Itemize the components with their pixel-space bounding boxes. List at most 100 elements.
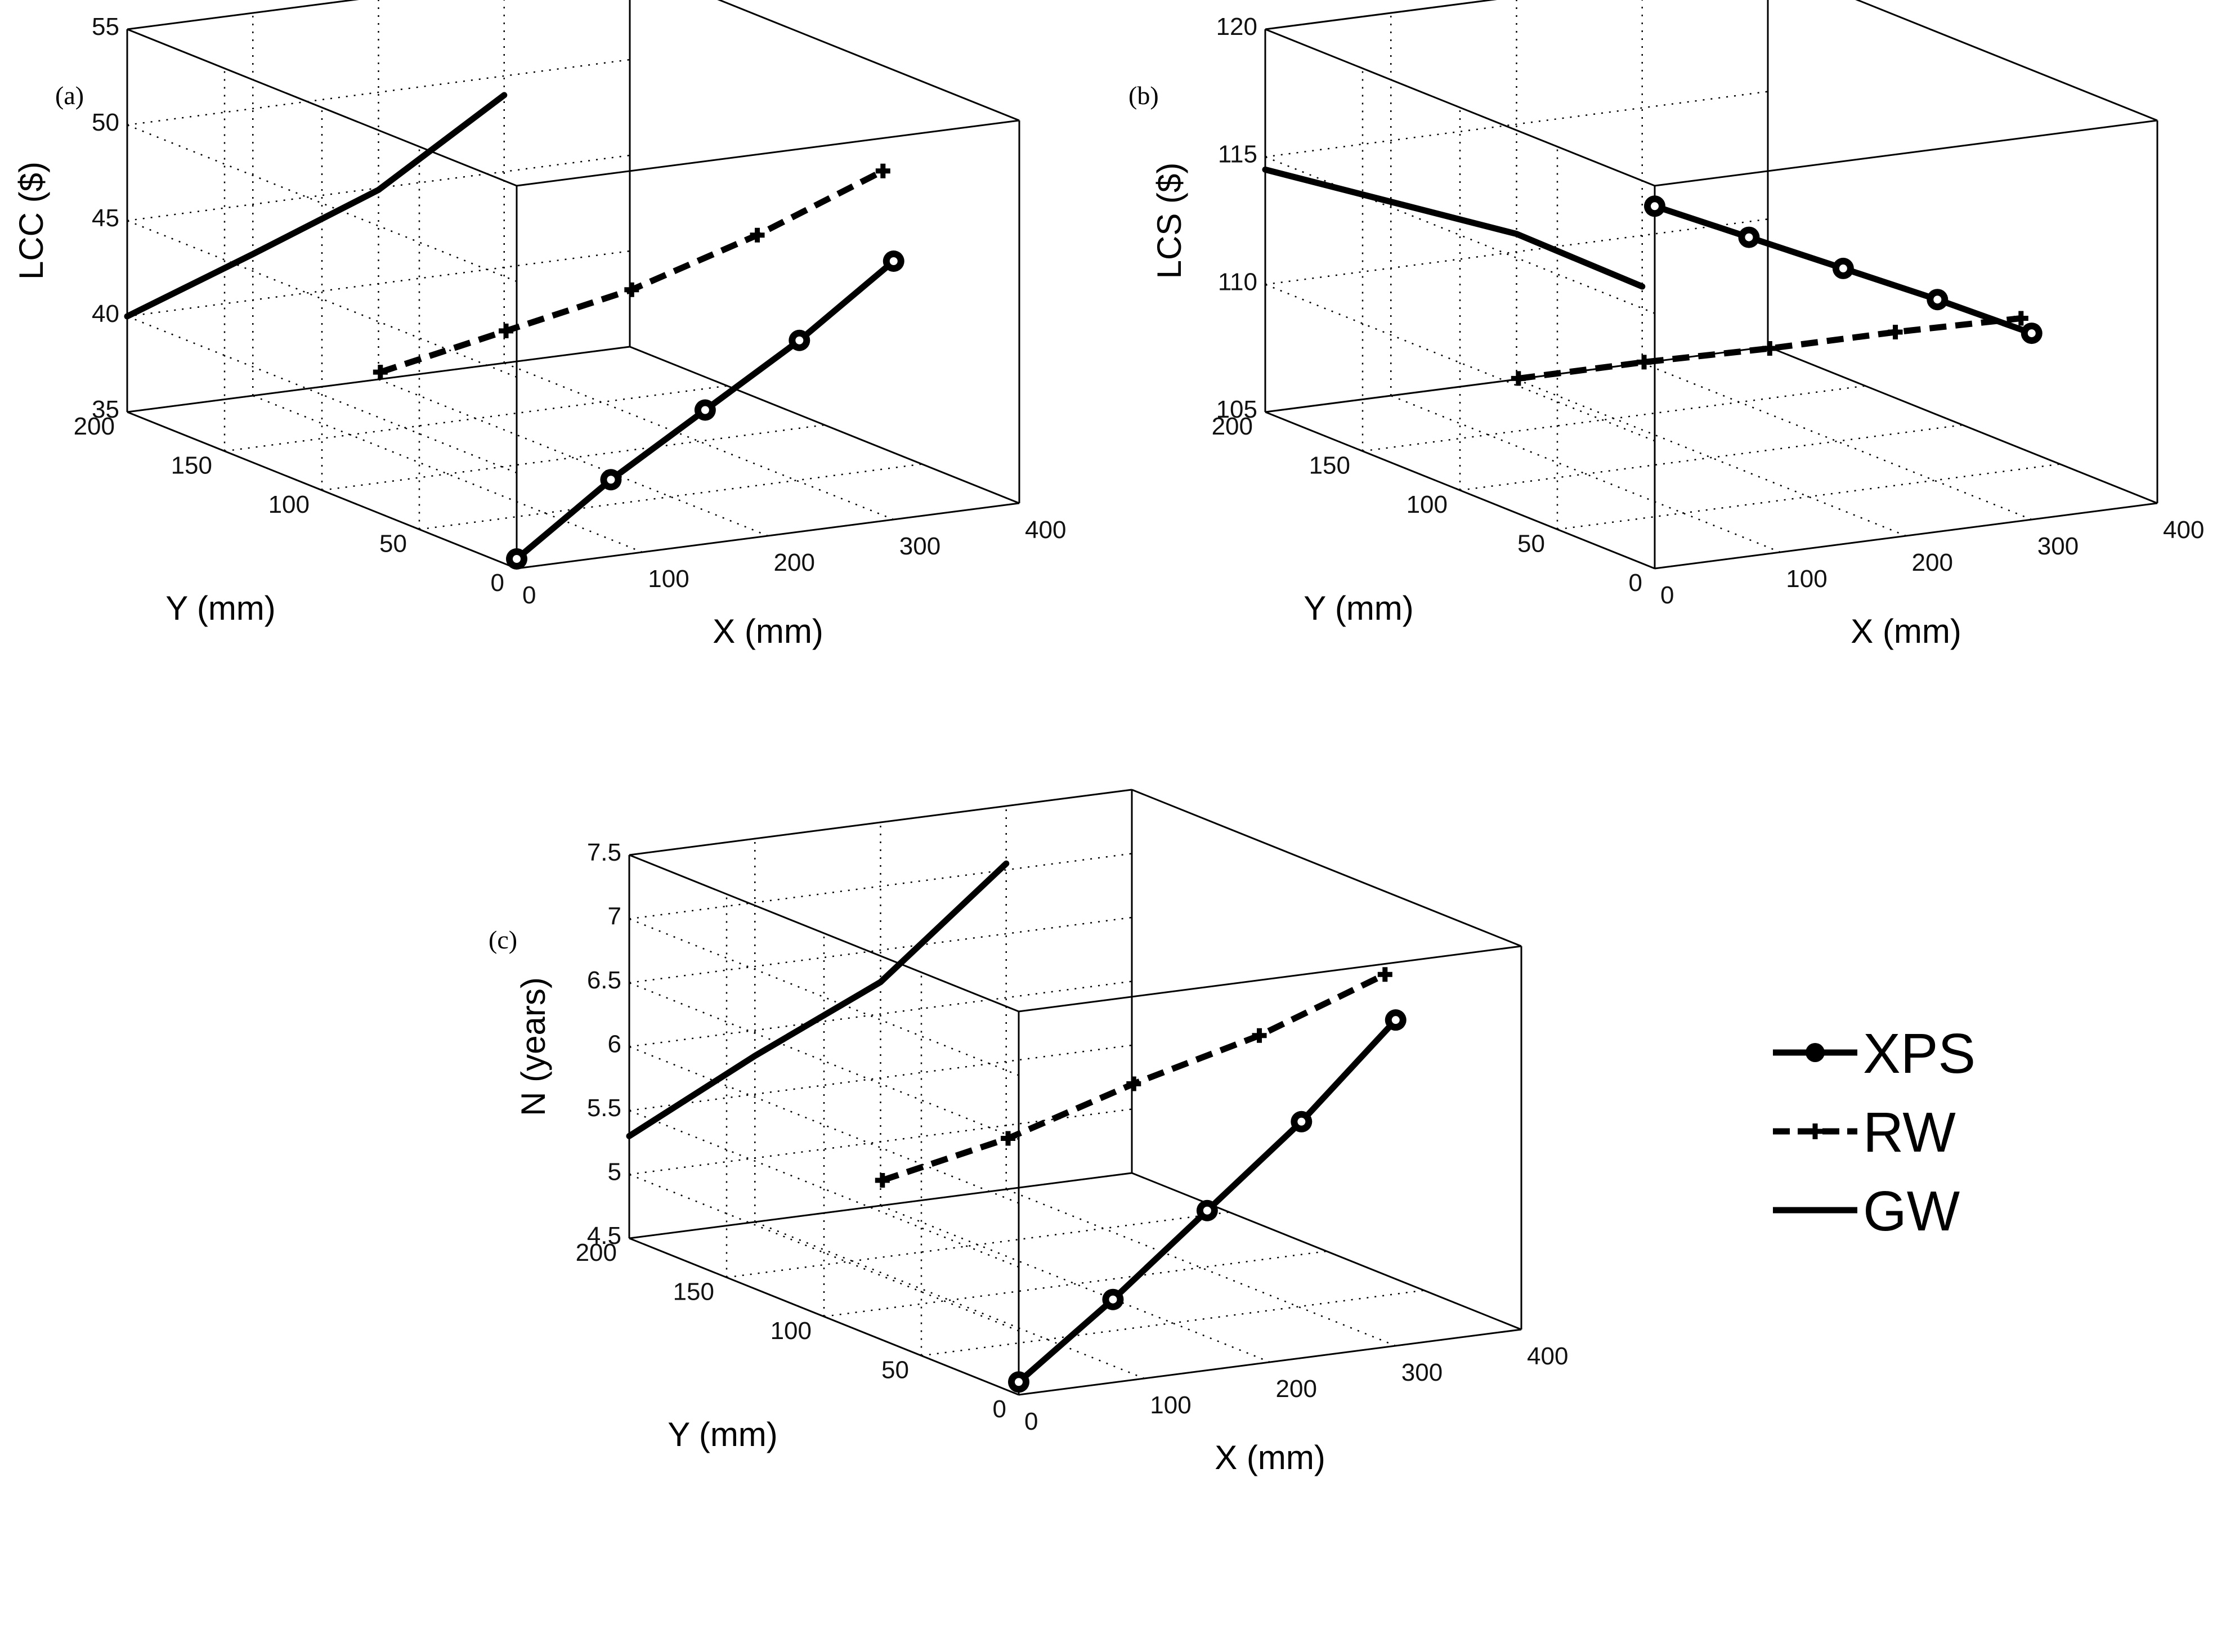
z-tick-label: 40 xyxy=(92,300,119,328)
rw-point xyxy=(1762,341,1777,356)
grid-z-backwall xyxy=(629,1108,1132,1175)
series-gw-line xyxy=(626,860,1010,1139)
box-edge xyxy=(629,346,1020,504)
y-tick-label: 50 xyxy=(379,530,407,558)
z-tick-label: 45 xyxy=(92,204,119,232)
z-tick-label: 6 xyxy=(608,1031,621,1058)
xps-point-center xyxy=(1745,233,1753,241)
x-tick-label: 0 xyxy=(1660,581,1674,609)
series-rw-line xyxy=(1518,315,2022,382)
x-tick-label: 200 xyxy=(1276,1375,1317,1403)
z-tick-label: 7.5 xyxy=(587,839,621,866)
x-tick-label: 100 xyxy=(648,565,689,593)
box-edge xyxy=(127,0,359,30)
z-tick-label: 115 xyxy=(1218,141,1257,168)
grid-y-floor xyxy=(321,424,825,491)
z-tick-label: 35 xyxy=(92,396,119,423)
z-tick-label: 5.5 xyxy=(587,1094,621,1122)
panel-label: (c) xyxy=(489,925,517,954)
y-tick-label: 100 xyxy=(771,1317,812,1345)
z-tick-label: 55 xyxy=(92,13,119,41)
z-tick-label: 110 xyxy=(1218,268,1257,296)
y-tick-label: 100 xyxy=(268,491,310,518)
y-tick-label: 100 xyxy=(1407,491,1448,518)
xps-point-center xyxy=(1109,1295,1117,1304)
rw-point xyxy=(2013,311,2028,326)
legend-item-xps: XPS xyxy=(1773,1022,1976,1085)
grid-z-backwall xyxy=(1265,218,1768,285)
xps-point-center xyxy=(2027,329,2036,338)
grid-z-backwall xyxy=(127,0,359,30)
rw-point xyxy=(499,323,514,338)
legend-xps-label: XPS xyxy=(1863,1022,1976,1085)
grid-z-sidewall xyxy=(629,1046,1019,1204)
rw-point xyxy=(1252,1028,1267,1043)
z-axis-label: LCC ($) xyxy=(12,162,50,280)
box-edge xyxy=(516,502,1020,570)
grid-y-floor xyxy=(1362,385,1866,452)
y-tick-label: 0 xyxy=(491,569,504,597)
z-tick-label: 7 xyxy=(608,903,621,930)
grid-y-floor xyxy=(921,1290,1425,1356)
legend-rw-marker xyxy=(1807,1123,1823,1139)
x-tick-label: 0 xyxy=(1024,1408,1038,1435)
x-tick-label: 300 xyxy=(899,532,940,560)
grid-z-backwall xyxy=(629,1044,1132,1112)
x-tick-label: 100 xyxy=(1786,565,1827,593)
grid-z-backwall xyxy=(629,853,1132,920)
box-edge xyxy=(1131,1172,1522,1331)
y-tick-label: 50 xyxy=(1517,530,1545,558)
rw-point xyxy=(1001,1131,1016,1146)
box-edge xyxy=(717,0,1020,122)
box-edge xyxy=(127,28,517,187)
x-tick-label: 200 xyxy=(774,549,815,576)
grid-x-floor xyxy=(504,362,894,521)
x-tick-label: 0 xyxy=(522,581,536,609)
xps-point-center xyxy=(889,257,898,265)
z-tick-label: 105 xyxy=(1216,396,1257,423)
z-tick-label: 5 xyxy=(608,1158,621,1186)
rw-point xyxy=(1126,1076,1141,1091)
xps-point-center xyxy=(1297,1117,1306,1126)
y-tick-label: 50 xyxy=(881,1356,909,1384)
box-edge xyxy=(629,789,1132,856)
xps-point-center xyxy=(701,406,709,414)
y-tick-label: 200 xyxy=(74,413,115,440)
series-gw-line xyxy=(124,92,508,320)
y-tick-label: 150 xyxy=(171,452,212,480)
grid-y-floor xyxy=(1459,424,1963,491)
grid-x-floor xyxy=(1642,362,2032,521)
legend-xps-marker xyxy=(1806,1043,1825,1062)
x-tick-label: 100 xyxy=(1150,1391,1191,1419)
box-edge xyxy=(1018,1328,1522,1396)
grid-z-sidewall xyxy=(127,220,517,378)
rw-point xyxy=(1377,967,1392,982)
xps-point-center xyxy=(1203,1206,1211,1215)
box-edge xyxy=(516,119,1020,187)
grid-y-floor xyxy=(823,1250,1327,1318)
box-edge xyxy=(1855,0,2158,122)
xps-point-center xyxy=(1839,264,1847,272)
xps-point-center xyxy=(607,476,615,484)
y-axis-label: Y (mm) xyxy=(668,1416,778,1453)
grid-z-backwall xyxy=(629,916,1132,984)
x-tick-label: 200 xyxy=(1912,549,1953,576)
box-edge xyxy=(1654,502,2158,570)
legend-gw-label: GW xyxy=(1863,1180,1960,1243)
x-tick-label: 300 xyxy=(1401,1359,1443,1386)
legend-item-gw: GW xyxy=(1773,1180,1960,1243)
panel-c: 01002003004000501001502004.555.566.577.5… xyxy=(489,789,1568,1476)
rw-point xyxy=(875,163,890,178)
box-edge xyxy=(1654,119,2158,187)
y-axis-label: Y (mm) xyxy=(1304,589,1414,627)
grid-z-backwall xyxy=(1265,91,1768,158)
box-edge xyxy=(1265,28,1655,187)
grid-z-backwall xyxy=(127,250,630,317)
grid-z-backwall xyxy=(127,59,630,126)
series-gw-line xyxy=(1262,166,1646,290)
legend-item-rw: RW xyxy=(1773,1101,1956,1164)
z-axis-label: N (years) xyxy=(514,977,552,1116)
